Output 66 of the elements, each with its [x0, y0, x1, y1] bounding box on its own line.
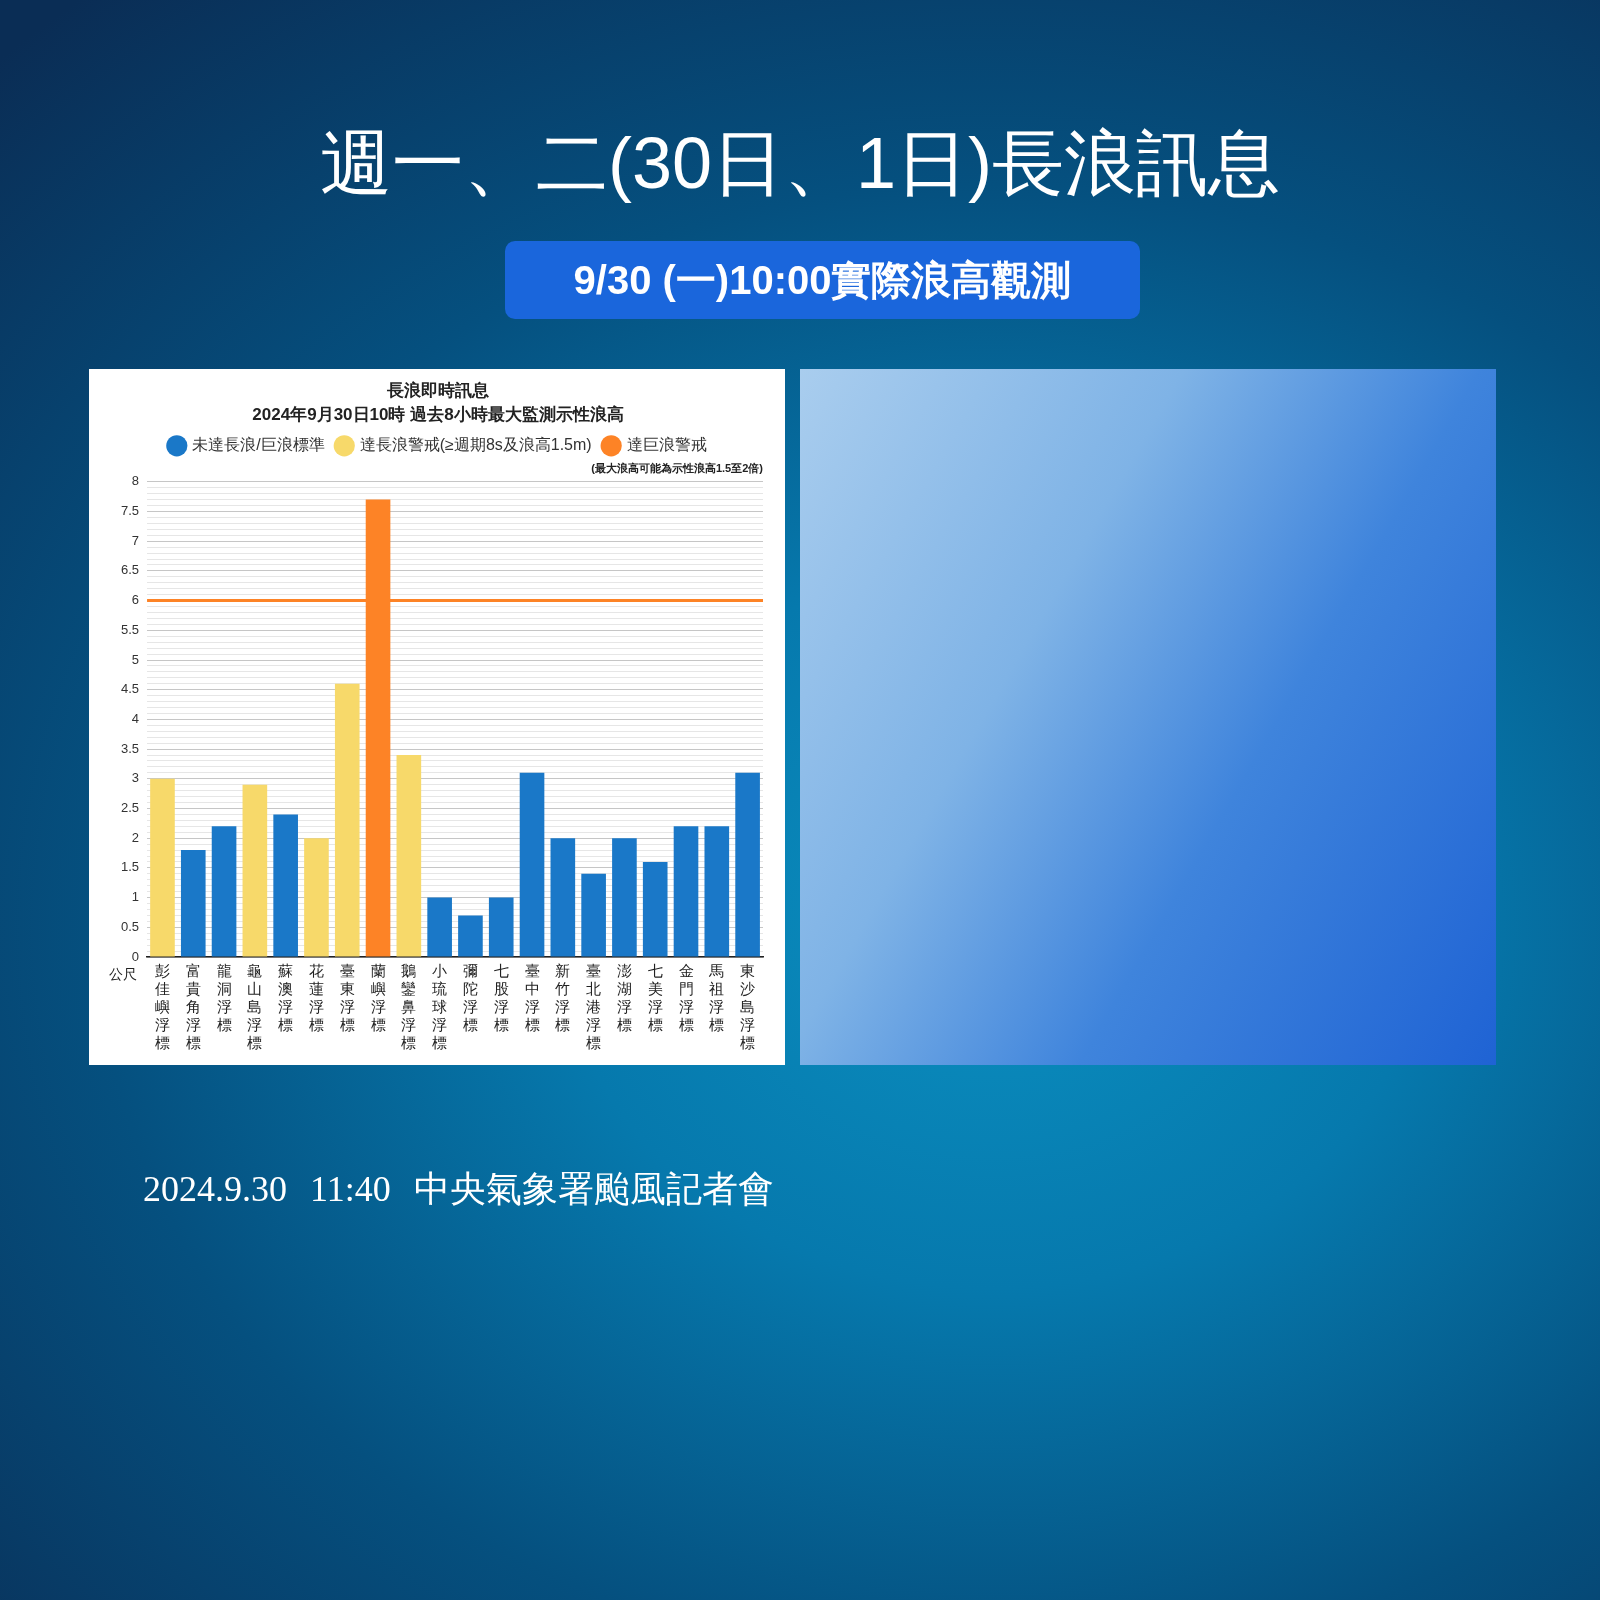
y-tick-label: 2.5 [120, 800, 140, 816]
chart-subtitle: 2024年9月30日10時 過去8小時最大監測示性浪高 [252, 405, 624, 425]
bar [150, 778, 175, 957]
x-tick-label: 澎湖浮標 [616, 962, 632, 1034]
bar [427, 897, 452, 957]
x-tick-label: 臺東浮標 [339, 962, 355, 1034]
x-tick-label: 小琉球浮標 [432, 962, 448, 1052]
y-tick-label: 1 [131, 889, 140, 905]
x-tick-label: 龜山島浮標 [247, 962, 263, 1052]
bar [673, 826, 699, 957]
x-tick-label: 蘇澳浮標 [278, 962, 294, 1034]
x-tick-label: 蘭嶼浮標 [370, 962, 386, 1034]
y-tick-label: 5.5 [120, 621, 140, 637]
chart-title: 長浪即時訊息 [386, 380, 489, 400]
x-tick-label: 彌陀浮標 [462, 962, 478, 1034]
y-tick-label: 4.5 [120, 681, 140, 697]
bar [581, 873, 606, 957]
bar [488, 897, 514, 957]
bar [735, 772, 760, 957]
x-tick-label: 龍洞浮標 [216, 962, 232, 1034]
bar [642, 861, 668, 957]
bar [550, 838, 576, 957]
x-tick-label: 東沙島浮標 [740, 962, 756, 1052]
y-tick-label: 4 [131, 710, 140, 726]
bar [704, 826, 730, 957]
bar [612, 838, 637, 957]
bar [458, 915, 483, 957]
bar [273, 814, 298, 957]
x-tick-label: 新竹浮標 [555, 962, 571, 1034]
bar [334, 683, 360, 957]
bar [242, 784, 268, 957]
y-tick-label: 0.5 [120, 918, 140, 934]
y-tick-label: 7 [131, 532, 140, 548]
y-tick-label: 6.5 [120, 562, 140, 578]
x-tick-label: 富貴角浮標 [185, 962, 201, 1052]
x-tick-label: 鵝鑾鼻浮標 [401, 962, 417, 1052]
legend-label: 達長浪警戒(≥週期8s及浪高1.5m) [359, 436, 592, 454]
x-tick-label: 臺北港浮標 [586, 962, 602, 1052]
bar [519, 772, 545, 957]
text: (最大浪高可能為示性浪高1.5至2倍) [591, 461, 764, 474]
bar [396, 755, 422, 957]
y-tick-label: 2 [131, 829, 140, 845]
y-tick-label: 5 [131, 651, 140, 667]
x-tick-label: 七股浮標 [493, 962, 509, 1034]
y-tick-label: 3.5 [120, 740, 140, 756]
text: 週一、二(30日、1日)長浪訊息 [318, 122, 1282, 205]
text: 9/30 (一)10:00實際浪高觀測 [505, 241, 1140, 319]
y-tick-label: 7.5 [120, 503, 140, 519]
y-tick-label: 0 [131, 948, 140, 964]
y-tick-label: 6 [131, 592, 140, 608]
x-tick-label: 彭佳嶼浮標 [154, 962, 170, 1052]
y-tick-label: 3 [131, 770, 140, 786]
y-tick-label: 8 [131, 473, 140, 489]
y-axis-title: 公尺 [109, 965, 138, 982]
legend-label: 未達長浪/巨浪標準 [192, 436, 325, 454]
x-tick-label: 馬祖浮標 [708, 962, 725, 1034]
x-tick-label: 花蓮浮標 [308, 962, 324, 1034]
text: 2024.9.30 11:40 中央氣象署颱風記者會 [143, 1168, 774, 1211]
x-tick-label: 臺中浮標 [524, 962, 540, 1034]
x-tick-label: 金門浮標 [678, 962, 694, 1034]
legend-label: 達巨浪警戒 [626, 436, 707, 454]
x-tick-label: 七美浮標 [647, 962, 663, 1034]
bar [211, 826, 237, 957]
bar [180, 850, 206, 957]
bar [304, 838, 329, 957]
y-tick-label: 1.5 [120, 859, 140, 875]
